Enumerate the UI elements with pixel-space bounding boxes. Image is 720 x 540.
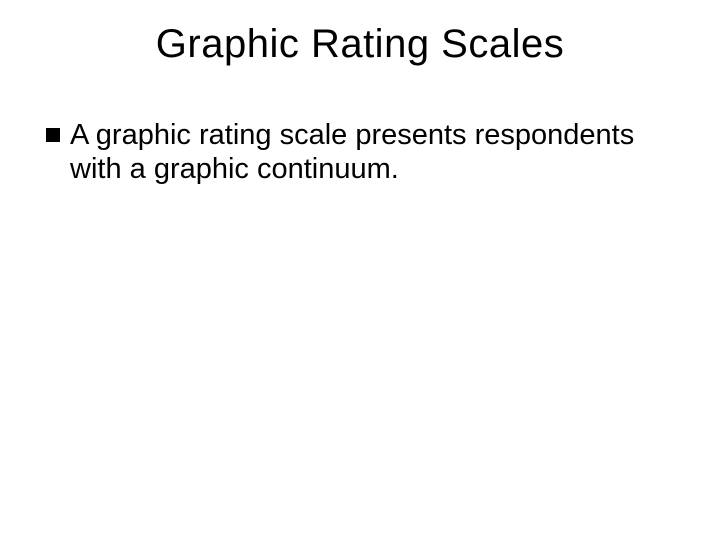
slide-title: Graphic Rating Scales	[0, 22, 720, 67]
square-bullet-icon	[46, 128, 60, 142]
bullet-row: A graphic rating scale presents responde…	[46, 118, 674, 186]
slide: Graphic Rating Scales A graphic rating s…	[0, 0, 720, 540]
bullet-text: A graphic rating scale presents responde…	[70, 118, 674, 186]
